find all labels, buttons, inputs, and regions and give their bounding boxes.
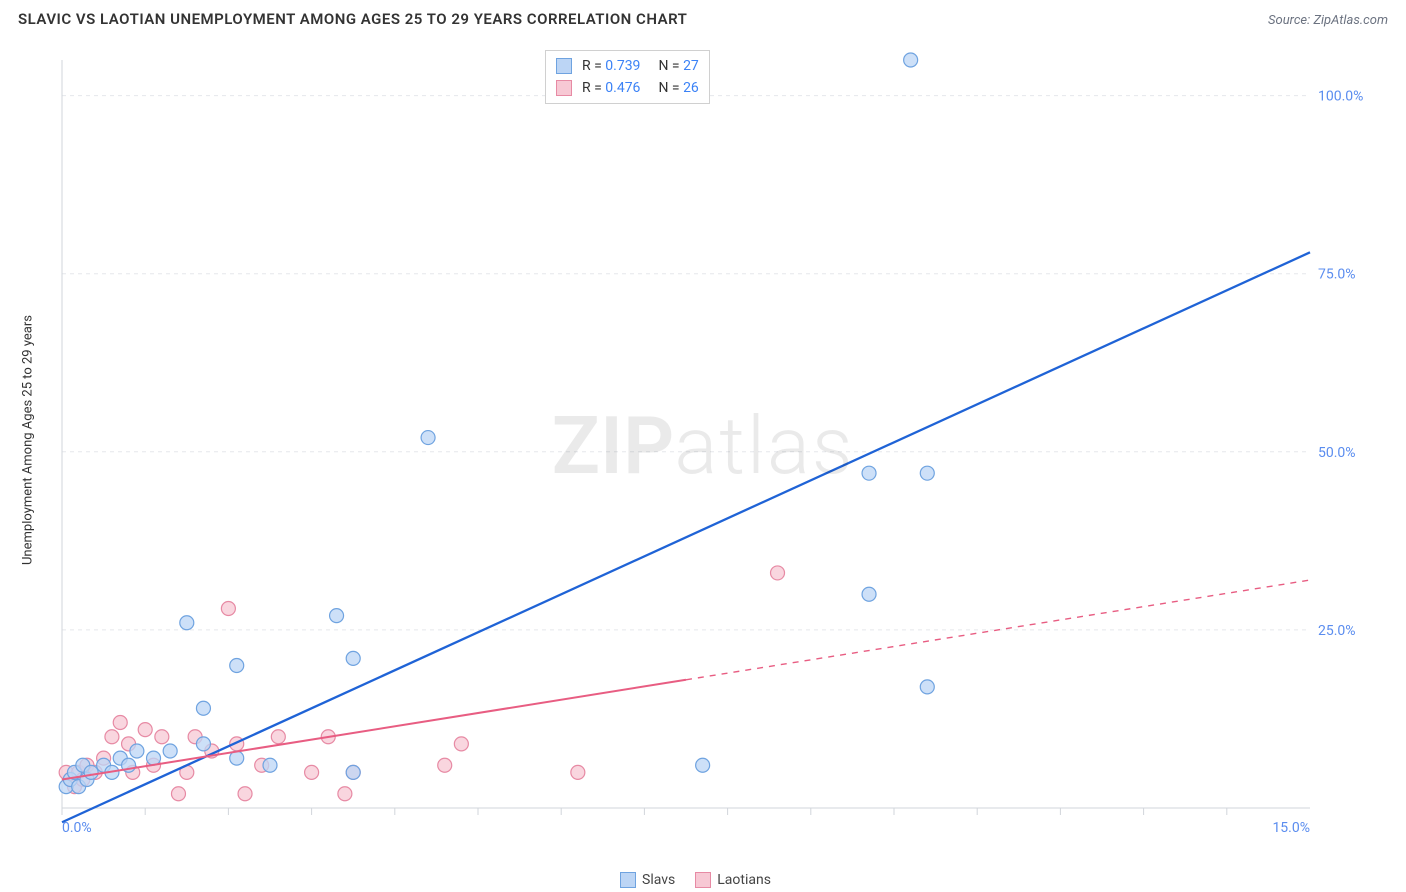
svg-text:50.0%: 50.0%: [1318, 445, 1356, 461]
series-legend-item: Laotians: [695, 872, 771, 888]
series-label: Laotians: [717, 872, 771, 888]
svg-text:15.0%: 15.0%: [1272, 820, 1310, 836]
legend-swatch: [620, 872, 636, 888]
series-label: Slavs: [642, 872, 675, 888]
svg-text:100.0%: 100.0%: [1318, 89, 1363, 105]
legend-swatch: [556, 58, 572, 74]
correlation-legend-row: R = 0.476 N = 26: [556, 77, 699, 99]
n-label: N = 26: [658, 80, 698, 96]
svg-text:25.0%: 25.0%: [1318, 623, 1356, 639]
svg-text:0.0%: 0.0%: [62, 820, 92, 836]
source-attribution: Source: ZipAtlas.com: [1268, 13, 1388, 28]
source-name: ZipAtlas.com: [1313, 13, 1388, 28]
svg-text:75.0%: 75.0%: [1318, 267, 1356, 283]
chart-title: SLAVIC VS LAOTIAN UNEMPLOYMENT AMONG AGE…: [18, 10, 687, 28]
n-label: N = 27: [658, 58, 698, 74]
series-legend: Slavs Laotians: [620, 872, 771, 888]
series-legend-item: Slavs: [620, 872, 675, 888]
scatter-plot: 25.0% 50.0% 75.0% 100.0% 0.0% 15.0%: [50, 48, 1370, 848]
legend-swatch: [695, 872, 711, 888]
r-label: R = 0.476: [582, 80, 640, 96]
y-axis-label: Unemployment Among Ages 25 to 29 years: [21, 315, 36, 565]
correlation-legend: R = 0.739 N = 27 R = 0.476 N = 26: [545, 50, 710, 104]
r-label: R = 0.739: [582, 58, 640, 74]
legend-swatch: [556, 80, 572, 96]
correlation-legend-row: R = 0.739 N = 27: [556, 55, 699, 77]
source-prefix: Source:: [1268, 13, 1313, 28]
